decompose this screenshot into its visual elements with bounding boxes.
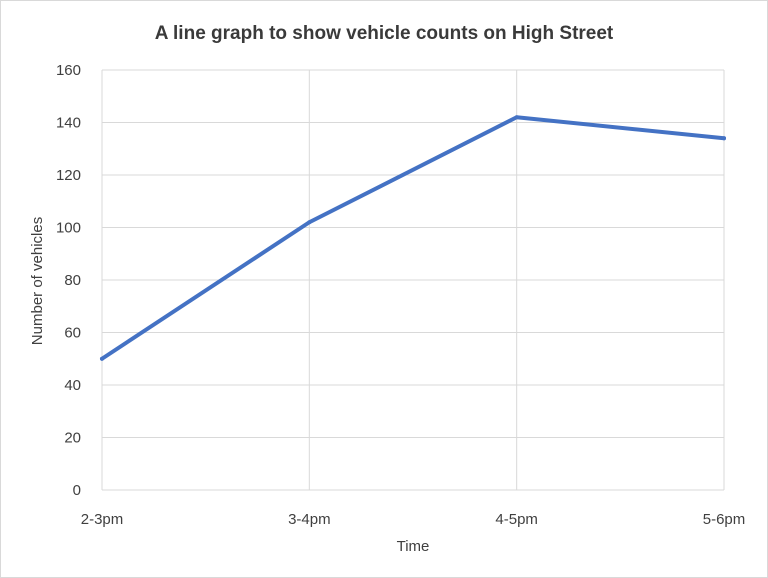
data-point [514,115,519,120]
y-tick-label: 80 [64,272,81,289]
x-axis-label: Time [397,538,430,555]
y-axis-ticks: 0 20 40 60 80 100 120 140 160 [56,62,81,499]
x-tick-label: 2-3pm [81,511,124,528]
y-tick-label: 20 [64,430,81,447]
series-group [100,115,726,361]
series-line [100,115,726,361]
chart-title: A line graph to show vehicle counts on H… [155,23,614,44]
data-point [100,356,104,361]
y-axis-label: Number of vehicles [29,217,46,345]
x-tick-label: 5-6pm [703,511,746,528]
y-tick-label: 140 [56,115,81,132]
y-tick-label: 60 [64,325,81,342]
y-tick-label: 0 [73,482,81,499]
data-point [307,220,312,225]
gridlines [101,69,725,491]
y-tick-label: 100 [56,220,81,237]
y-tick-label: 120 [56,167,81,184]
x-axis-ticks: 2-3pm 3-4pm 4-5pm 5-6pm [81,511,746,528]
y-tick-label: 40 [64,377,81,394]
data-point [722,136,726,141]
x-tick-label: 3-4pm [288,511,331,528]
y-tick-label: 160 [56,62,81,79]
x-tick-label: 4-5pm [495,511,538,528]
